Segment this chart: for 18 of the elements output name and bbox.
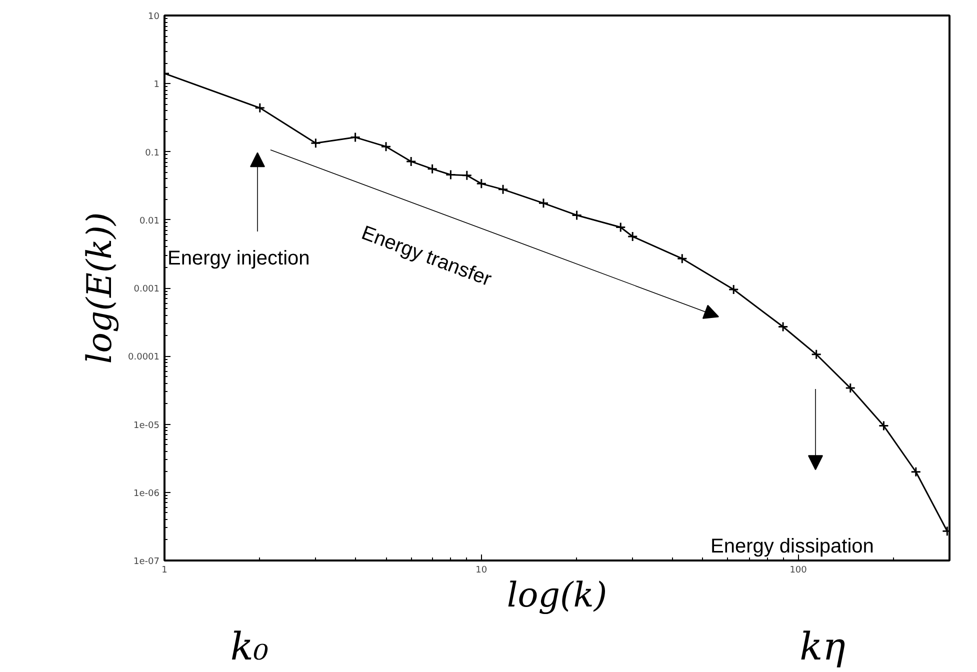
annotation: Energy injection xyxy=(168,247,310,270)
x-tick-label: 100 xyxy=(790,566,808,576)
y-tick-label: 1e-07 xyxy=(134,557,160,567)
annotation: Energy dissipation xyxy=(710,536,874,558)
x-tick-label: 1 xyxy=(162,566,168,576)
y-tick-label: 0.001 xyxy=(134,284,160,294)
text: kη xyxy=(800,624,846,668)
y-tick-label: 1 xyxy=(154,80,160,90)
y-tick-label: 1e-05 xyxy=(134,420,160,431)
y-tick-label: 0.1 xyxy=(145,148,160,158)
y-tick-label: 1e-06 xyxy=(134,488,160,499)
y-axis-title: log(E(k)) xyxy=(80,212,120,364)
x-axis-title: log(k) xyxy=(506,576,608,616)
text: k₀ xyxy=(230,624,269,668)
x-tick-label: 10 xyxy=(476,566,488,576)
y-tick-label: 0.0001 xyxy=(128,352,160,363)
y-tick-label: 10 xyxy=(148,12,160,22)
y-tick-label: 0.01 xyxy=(139,216,160,226)
